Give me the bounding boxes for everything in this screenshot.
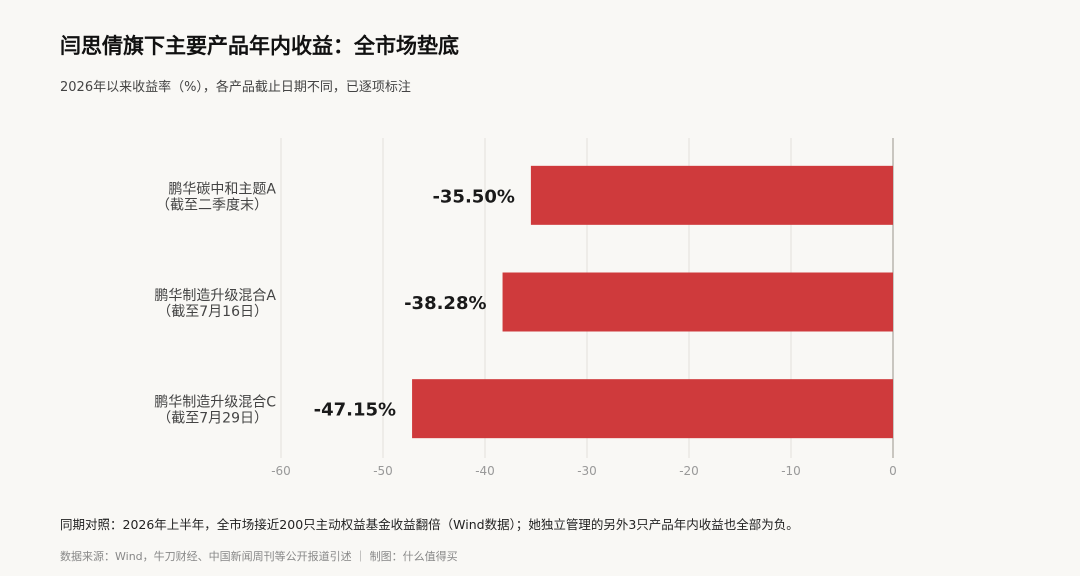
bar xyxy=(502,272,893,332)
category-note: （截至7月16日） xyxy=(157,304,268,320)
x-tick-label: -50 xyxy=(373,464,393,478)
x-axis-ticks: -60 -50 -40 -30 -20 -10 0 xyxy=(271,464,897,478)
x-tick-label: 0 xyxy=(889,464,897,478)
x-tick-label: -40 xyxy=(475,464,495,478)
value-label: -35.50% xyxy=(432,186,514,207)
bar xyxy=(530,165,893,225)
category-note: （截至7月29日） xyxy=(157,411,268,427)
chart-title: 闫思倩旗下主要产品年内收益：全市场垫底 xyxy=(60,34,459,58)
value-label: -38.28% xyxy=(404,293,486,314)
chart-subtitle: 2026年以来收益率（%），各产品截止日期不同，已逐项标注 xyxy=(60,80,411,95)
category-note: （截至二季度末） xyxy=(156,197,268,213)
x-tick-label: -30 xyxy=(577,464,597,478)
x-tick-label: -10 xyxy=(781,464,801,478)
source-line: 数据来源：Wind，牛刀财经、中国新闻周刊等公开报道引述 ｜ 制图：什么值得买 xyxy=(60,550,458,563)
x-tick-label: -60 xyxy=(271,464,291,478)
bars: -35.50% -38.28% -47.15% xyxy=(314,165,893,439)
bar xyxy=(412,379,893,439)
value-label: -47.15% xyxy=(314,400,396,421)
category-labels: 鹏华碳中和主题A（截至二季度末） 鹏华制造升级混合A（截至7月16日） 鹏华制造升级… xyxy=(154,181,276,426)
category-label: 鹏华制造升级混合A xyxy=(154,288,276,304)
x-tick-label: -20 xyxy=(679,464,699,478)
category-label: 鹏华制造升级混合C xyxy=(154,395,276,411)
footnote: 同期对照：2026年上半年，全市场接近200只主动权益基金收益翻倍（Wind数据… xyxy=(60,517,799,532)
category-label: 鹏华碳中和主题A xyxy=(168,181,276,197)
